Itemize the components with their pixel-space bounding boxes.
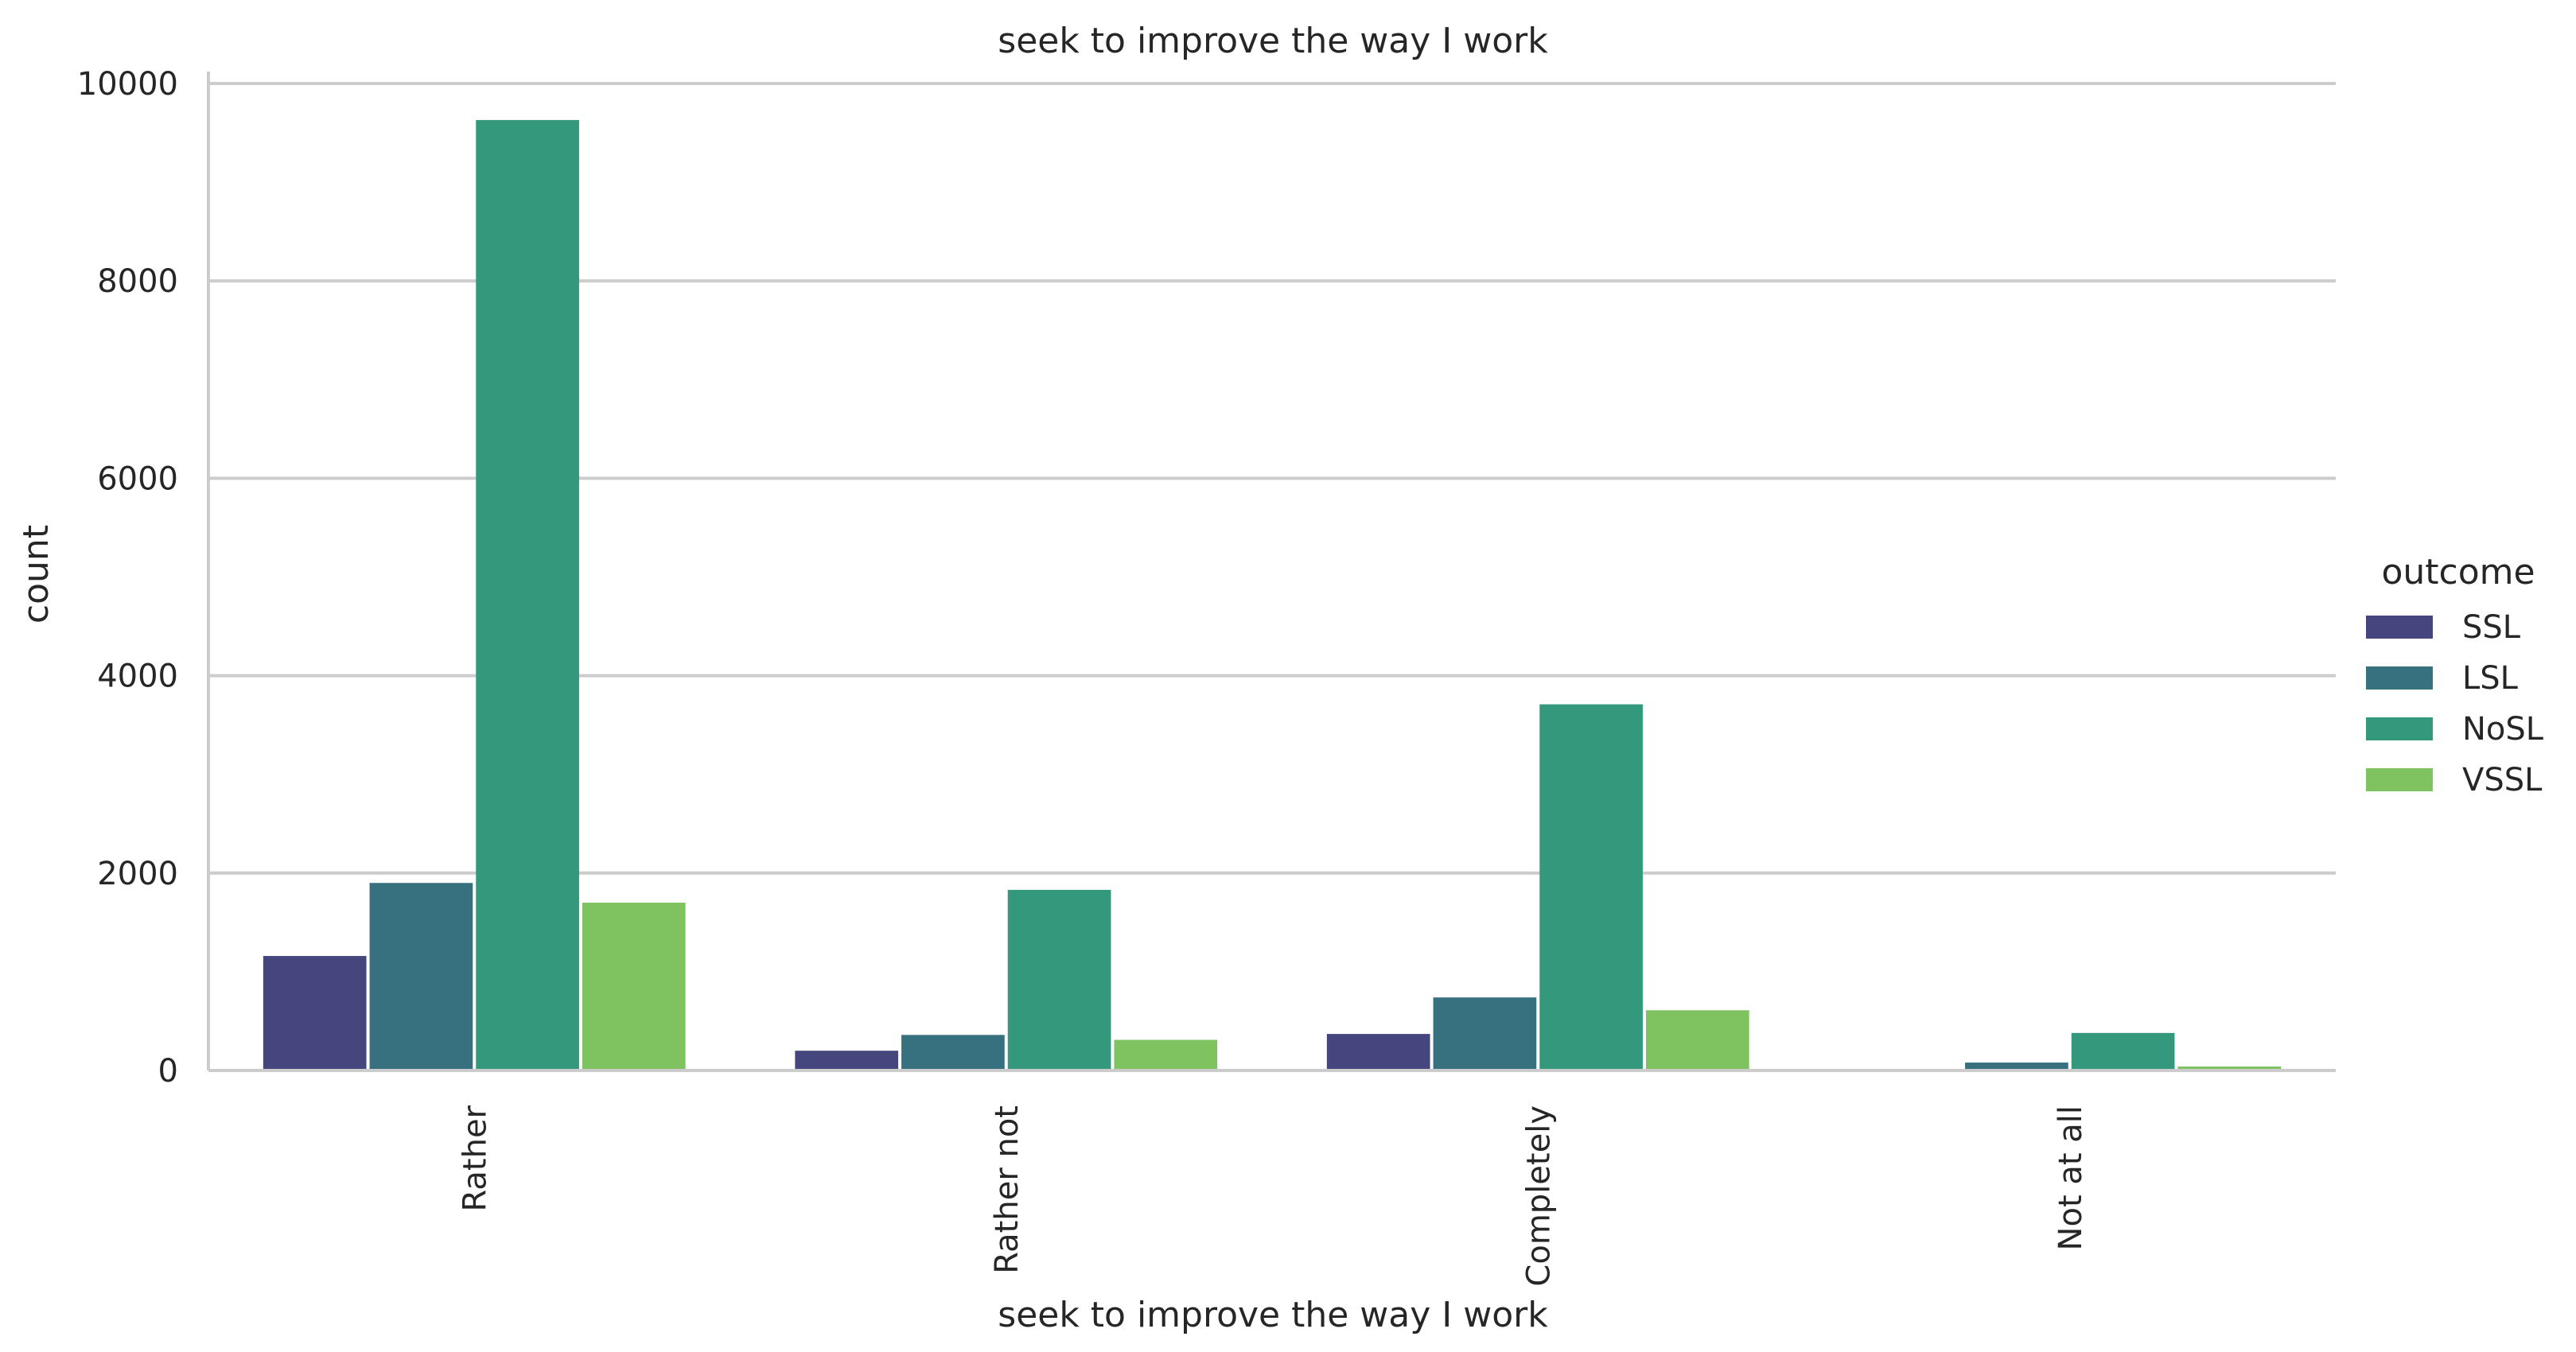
bar-vssl-2 xyxy=(1645,1010,1749,1070)
bar-vssl-0 xyxy=(582,903,686,1070)
y-tick-label: 0 xyxy=(158,1053,178,1090)
bar-ssl-1 xyxy=(795,1051,899,1070)
legend-title: outcome xyxy=(2381,552,2535,592)
x-tick-label: Completely xyxy=(1520,1105,1557,1287)
x-tick-label: Rather xyxy=(457,1105,493,1211)
legend-swatch-ssl xyxy=(2366,616,2433,639)
bar-lsl-2 xyxy=(1433,997,1537,1070)
bar-lsl-1 xyxy=(901,1035,1005,1070)
x-tick-label: Not at all xyxy=(2053,1105,2089,1250)
bar-lsl-3 xyxy=(1965,1063,2068,1070)
y-tick-label: 10000 xyxy=(77,66,178,103)
bar-ssl-0 xyxy=(263,956,367,1070)
bar-nosl-2 xyxy=(1539,704,1643,1070)
y-tick-labels: 0 2000 4000 6000 8000 10000 xyxy=(77,66,178,1090)
y-axis-label: count xyxy=(16,525,56,624)
legend-label-vssl: VSSL xyxy=(2462,762,2543,798)
axes xyxy=(207,72,2336,1072)
y-tick-label: 6000 xyxy=(97,460,178,497)
bar-vssl-1 xyxy=(1114,1039,1218,1070)
bar-ssl-2 xyxy=(1326,1034,1430,1070)
x-tick-label: Rather not xyxy=(989,1105,1025,1274)
legend-label-ssl: SSL xyxy=(2462,609,2521,646)
bar-nosl-1 xyxy=(1007,889,1111,1070)
bar-vssl-3 xyxy=(2177,1066,2282,1070)
legend-label-lsl: LSL xyxy=(2462,660,2519,697)
x-tick-labels: Rather Rather not Completely Not at all xyxy=(457,1105,2089,1286)
legend-label-nosl: NoSL xyxy=(2462,711,2544,748)
bar-nosl-3 xyxy=(2071,1032,2175,1070)
x-axis-label: seek to improve the way I work xyxy=(998,1295,1548,1335)
y-tick-label: 4000 xyxy=(97,659,178,695)
bar-lsl-0 xyxy=(369,883,473,1070)
legend-swatch-lsl xyxy=(2366,666,2433,690)
legend-swatch-nosl xyxy=(2366,717,2433,740)
bars xyxy=(263,119,2282,1071)
legend-swatch-vssl xyxy=(2366,768,2433,791)
bar-nosl-0 xyxy=(476,119,579,1071)
y-tick-label: 2000 xyxy=(97,856,178,892)
chart-title: seek to improve the way I work xyxy=(998,21,1548,61)
y-tick-label: 8000 xyxy=(97,263,178,300)
legend: outcome SSL LSL NoSL VSSL xyxy=(2366,552,2544,798)
